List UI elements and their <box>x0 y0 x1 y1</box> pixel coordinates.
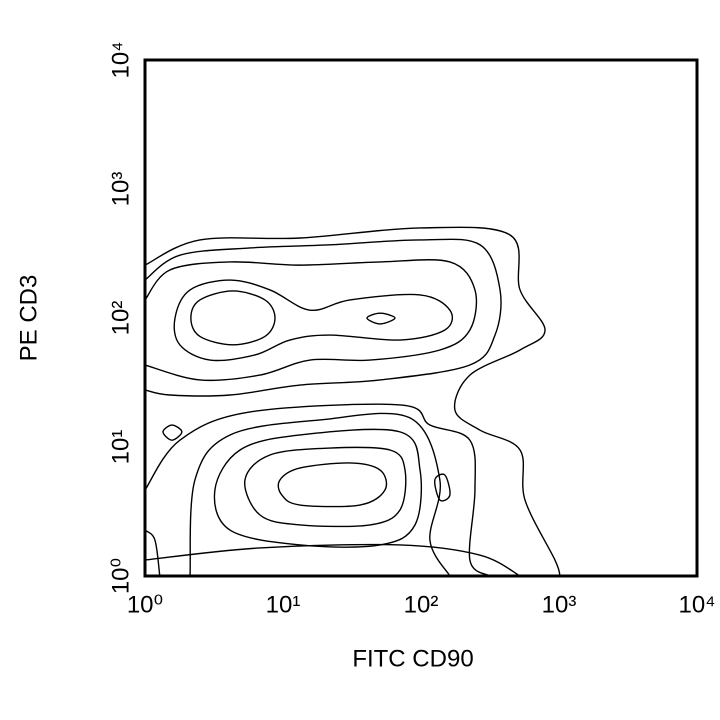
contour-line <box>144 259 478 382</box>
contour-line <box>144 543 521 577</box>
contour-line <box>190 290 276 346</box>
contour-line <box>434 473 451 502</box>
y-tick-label: 10² <box>107 301 134 336</box>
contour-line <box>366 312 396 325</box>
x-tick-label: 10⁰ <box>127 591 163 618</box>
contour-line <box>173 279 454 362</box>
y-tick-label: 10¹ <box>107 430 134 465</box>
x-axis-label: FITC CD90 <box>352 645 473 672</box>
plot-area <box>144 226 561 577</box>
x-tick-label: 10² <box>404 591 439 618</box>
y-axis-label: PE CD3 <box>15 275 42 362</box>
y-tick-label: 10⁴ <box>107 41 134 78</box>
y-tick-label: 10³ <box>107 172 134 207</box>
plot-frame <box>143 58 699 578</box>
contour-line <box>162 424 183 441</box>
contour-line <box>277 462 388 508</box>
contour-line <box>144 238 502 397</box>
x-tick-label: 10⁴ <box>678 591 715 618</box>
x-tick-label: 10¹ <box>266 591 301 618</box>
contour-line <box>144 226 561 577</box>
contour-line <box>244 446 407 528</box>
y-tick-label: 10⁰ <box>107 558 134 594</box>
contour-line <box>144 529 161 577</box>
contour-line <box>213 428 423 548</box>
x-tick-label: 10³ <box>542 591 577 618</box>
contour-line <box>189 412 451 577</box>
contour-line <box>144 403 491 577</box>
